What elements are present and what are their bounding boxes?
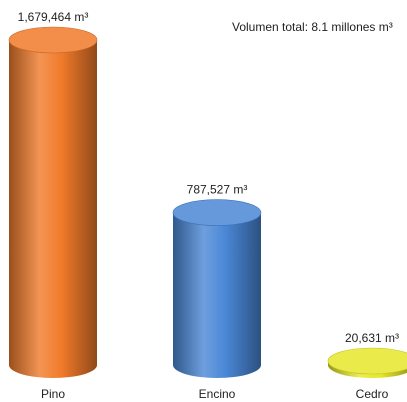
value-label-cedro: 20,631 m³ — [345, 331, 399, 345]
labels-layer: 1,679,464 m³ Pino 787,527 m³ Encino 20,631 m… — [18, 10, 399, 401]
bar-body-encino — [173, 212, 261, 378]
bar-cap-pino — [8, 26, 98, 54]
category-label-encino: Encino — [199, 387, 236, 401]
bars-layer — [8, 26, 407, 378]
total-volume-note: Volumen total: 8.1 millones m³ — [232, 20, 393, 34]
bar-encino — [172, 199, 262, 378]
bar-body-pino — [9, 40, 97, 378]
category-label-pino: Pino — [41, 387, 65, 401]
bar-pino — [8, 26, 98, 378]
bar-cedro — [327, 347, 407, 378]
value-label-pino: 1,679,464 m³ — [18, 10, 89, 24]
bar-cap-cedro — [327, 347, 407, 375]
category-label-cedro: Cedro — [356, 387, 389, 401]
bar-cap-encino — [172, 199, 262, 226]
value-label-encino: 787,527 m³ — [187, 183, 248, 197]
